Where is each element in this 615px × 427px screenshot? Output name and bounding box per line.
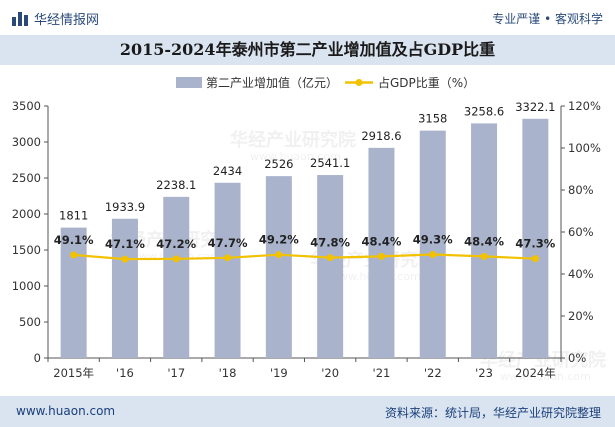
share-value-label: 49.1% <box>54 233 94 247</box>
y-left-tick-label: 500 <box>19 315 41 329</box>
legend-line-marker <box>355 79 363 86</box>
share-value-label: 49.3% <box>413 232 453 246</box>
y-left-tick-label: 1500 <box>12 243 41 257</box>
share-value-label: 47.8% <box>310 236 350 250</box>
share-value-label: 48.4% <box>361 234 401 248</box>
bar <box>471 123 498 358</box>
share-point <box>531 255 539 263</box>
bar-value-label: 2526 <box>264 157 293 171</box>
watermark-url: www.huaon.com <box>500 370 591 383</box>
y-left-tick-label: 3000 <box>12 135 41 149</box>
x-tick-label: '16 <box>116 366 134 380</box>
y-left-tick-label: 1000 <box>12 279 41 293</box>
y-right-tick-label: 120% <box>568 99 601 113</box>
legend-bar-swatch <box>176 77 202 88</box>
bar-value-label: 2541.1 <box>310 156 350 170</box>
share-line <box>73 253 536 261</box>
x-tick-label: '22 <box>424 366 442 380</box>
axes: 0 500 1000 1500 2000 2500 3000 3500 0% 20% 40% 60% 8… <box>12 99 601 380</box>
y-right-tick-label: 0% <box>568 351 586 365</box>
x-tick-label: 2024年 <box>515 366 556 380</box>
share-value-label: 47.7% <box>208 236 248 250</box>
brand-logo-icon <box>12 11 28 26</box>
share-value-label: 48.4% <box>464 234 504 248</box>
share-point <box>326 254 334 262</box>
y-left-tick-label: 0 <box>34 351 41 365</box>
bar-value-label: 1933.9 <box>105 200 145 214</box>
bar-value-label: 2434 <box>213 164 242 178</box>
bar <box>317 175 344 358</box>
share-value-label: 47.3% <box>515 237 555 251</box>
y-right-tick-label: 80% <box>568 183 594 197</box>
share-value-label: 47.2% <box>156 237 196 251</box>
tagline: 专业严谨 • 客观科学 <box>492 12 603 26</box>
share-point <box>172 255 180 263</box>
share-point <box>480 252 488 260</box>
bar-value-label: 2238.1 <box>156 178 196 192</box>
brand: 华经情报网 <box>12 9 99 28</box>
share-point <box>121 255 129 263</box>
watermark-text: 华经产业研究院 <box>480 349 606 371</box>
line-labels: 49.1% 47.1% 47.2% 47.7% 49.2% 47.8% 48.4% 49.3%… <box>54 232 556 251</box>
share-point <box>70 251 78 259</box>
bar-value-label: 3322.1 <box>515 100 555 114</box>
y-left-tick-label: 2000 <box>12 207 41 221</box>
bar-value-label: 2918.6 <box>361 129 401 143</box>
legend: 第二产业增加值（亿元） 占GDP比重（%） <box>176 75 475 90</box>
legend-bar-label: 第二产业增加值（亿元） <box>206 75 338 90</box>
x-tick-label: '23 <box>475 366 493 380</box>
share-point <box>429 250 437 258</box>
bar <box>111 218 138 358</box>
chart-title: 2015-2024年泰州市第二产业增加值及占GDP比重 <box>119 40 496 59</box>
share-point <box>377 252 385 260</box>
watermark-text: 华经产业研究院 <box>230 129 356 151</box>
top-bar: 华经情报网 专业严谨 • 客观科学 <box>0 0 615 34</box>
share-point <box>275 251 283 259</box>
y-left-tick-label: 2500 <box>12 171 41 185</box>
x-tick-label: '21 <box>373 366 391 380</box>
legend-line-label: 占GDP比重（%） <box>378 75 475 90</box>
bar <box>265 176 292 358</box>
y-right-tick-label: 40% <box>568 267 594 281</box>
x-tick-label: '19 <box>270 366 288 380</box>
footer-source: 资料来源：统计局，华经产业研究院整理 <box>384 406 601 420</box>
share-point <box>224 254 232 262</box>
share-value-label: 49.2% <box>259 233 299 247</box>
bar-labels: 1811 1933.9 2238.1 2434 2526 2541.1 2918.6 3158… <box>59 100 555 223</box>
bar <box>60 227 87 358</box>
y-left-tick-label: 3500 <box>12 99 41 113</box>
footer-website: www.huaon.com <box>16 404 116 418</box>
watermark-url: www.huaon.com <box>250 150 341 163</box>
bar <box>419 130 446 358</box>
x-tick-label: 2015年 <box>53 366 94 380</box>
footer: www.huaon.com 资料来源：统计局，华经产业研究院整理 <box>0 396 615 427</box>
title-bar: 2015-2024年泰州市第二产业增加值及占GDP比重 <box>0 35 615 65</box>
brand-name: 华经情报网 <box>34 13 100 28</box>
y-right-tick-label: 20% <box>568 309 594 323</box>
bar-value-label: 3158 <box>418 112 447 126</box>
bar <box>522 118 549 358</box>
line-series <box>70 250 539 263</box>
bar-value-label: 3258.6 <box>464 104 504 118</box>
x-tick-label: '18 <box>219 366 237 380</box>
y-right-tick-label: 100% <box>568 141 601 155</box>
y-right-tick-label: 60% <box>568 225 594 239</box>
x-tick-label: '17 <box>167 366 185 380</box>
x-tick-label: '20 <box>321 366 339 380</box>
chart: 第二产业增加值（亿元） 占GDP比重（%） 华经产业研究院www.huaon.c… <box>12 75 606 383</box>
share-value-label: 47.1% <box>105 237 145 251</box>
bar-value-label: 1811 <box>59 209 88 223</box>
bar <box>163 196 190 358</box>
bar <box>214 182 241 358</box>
